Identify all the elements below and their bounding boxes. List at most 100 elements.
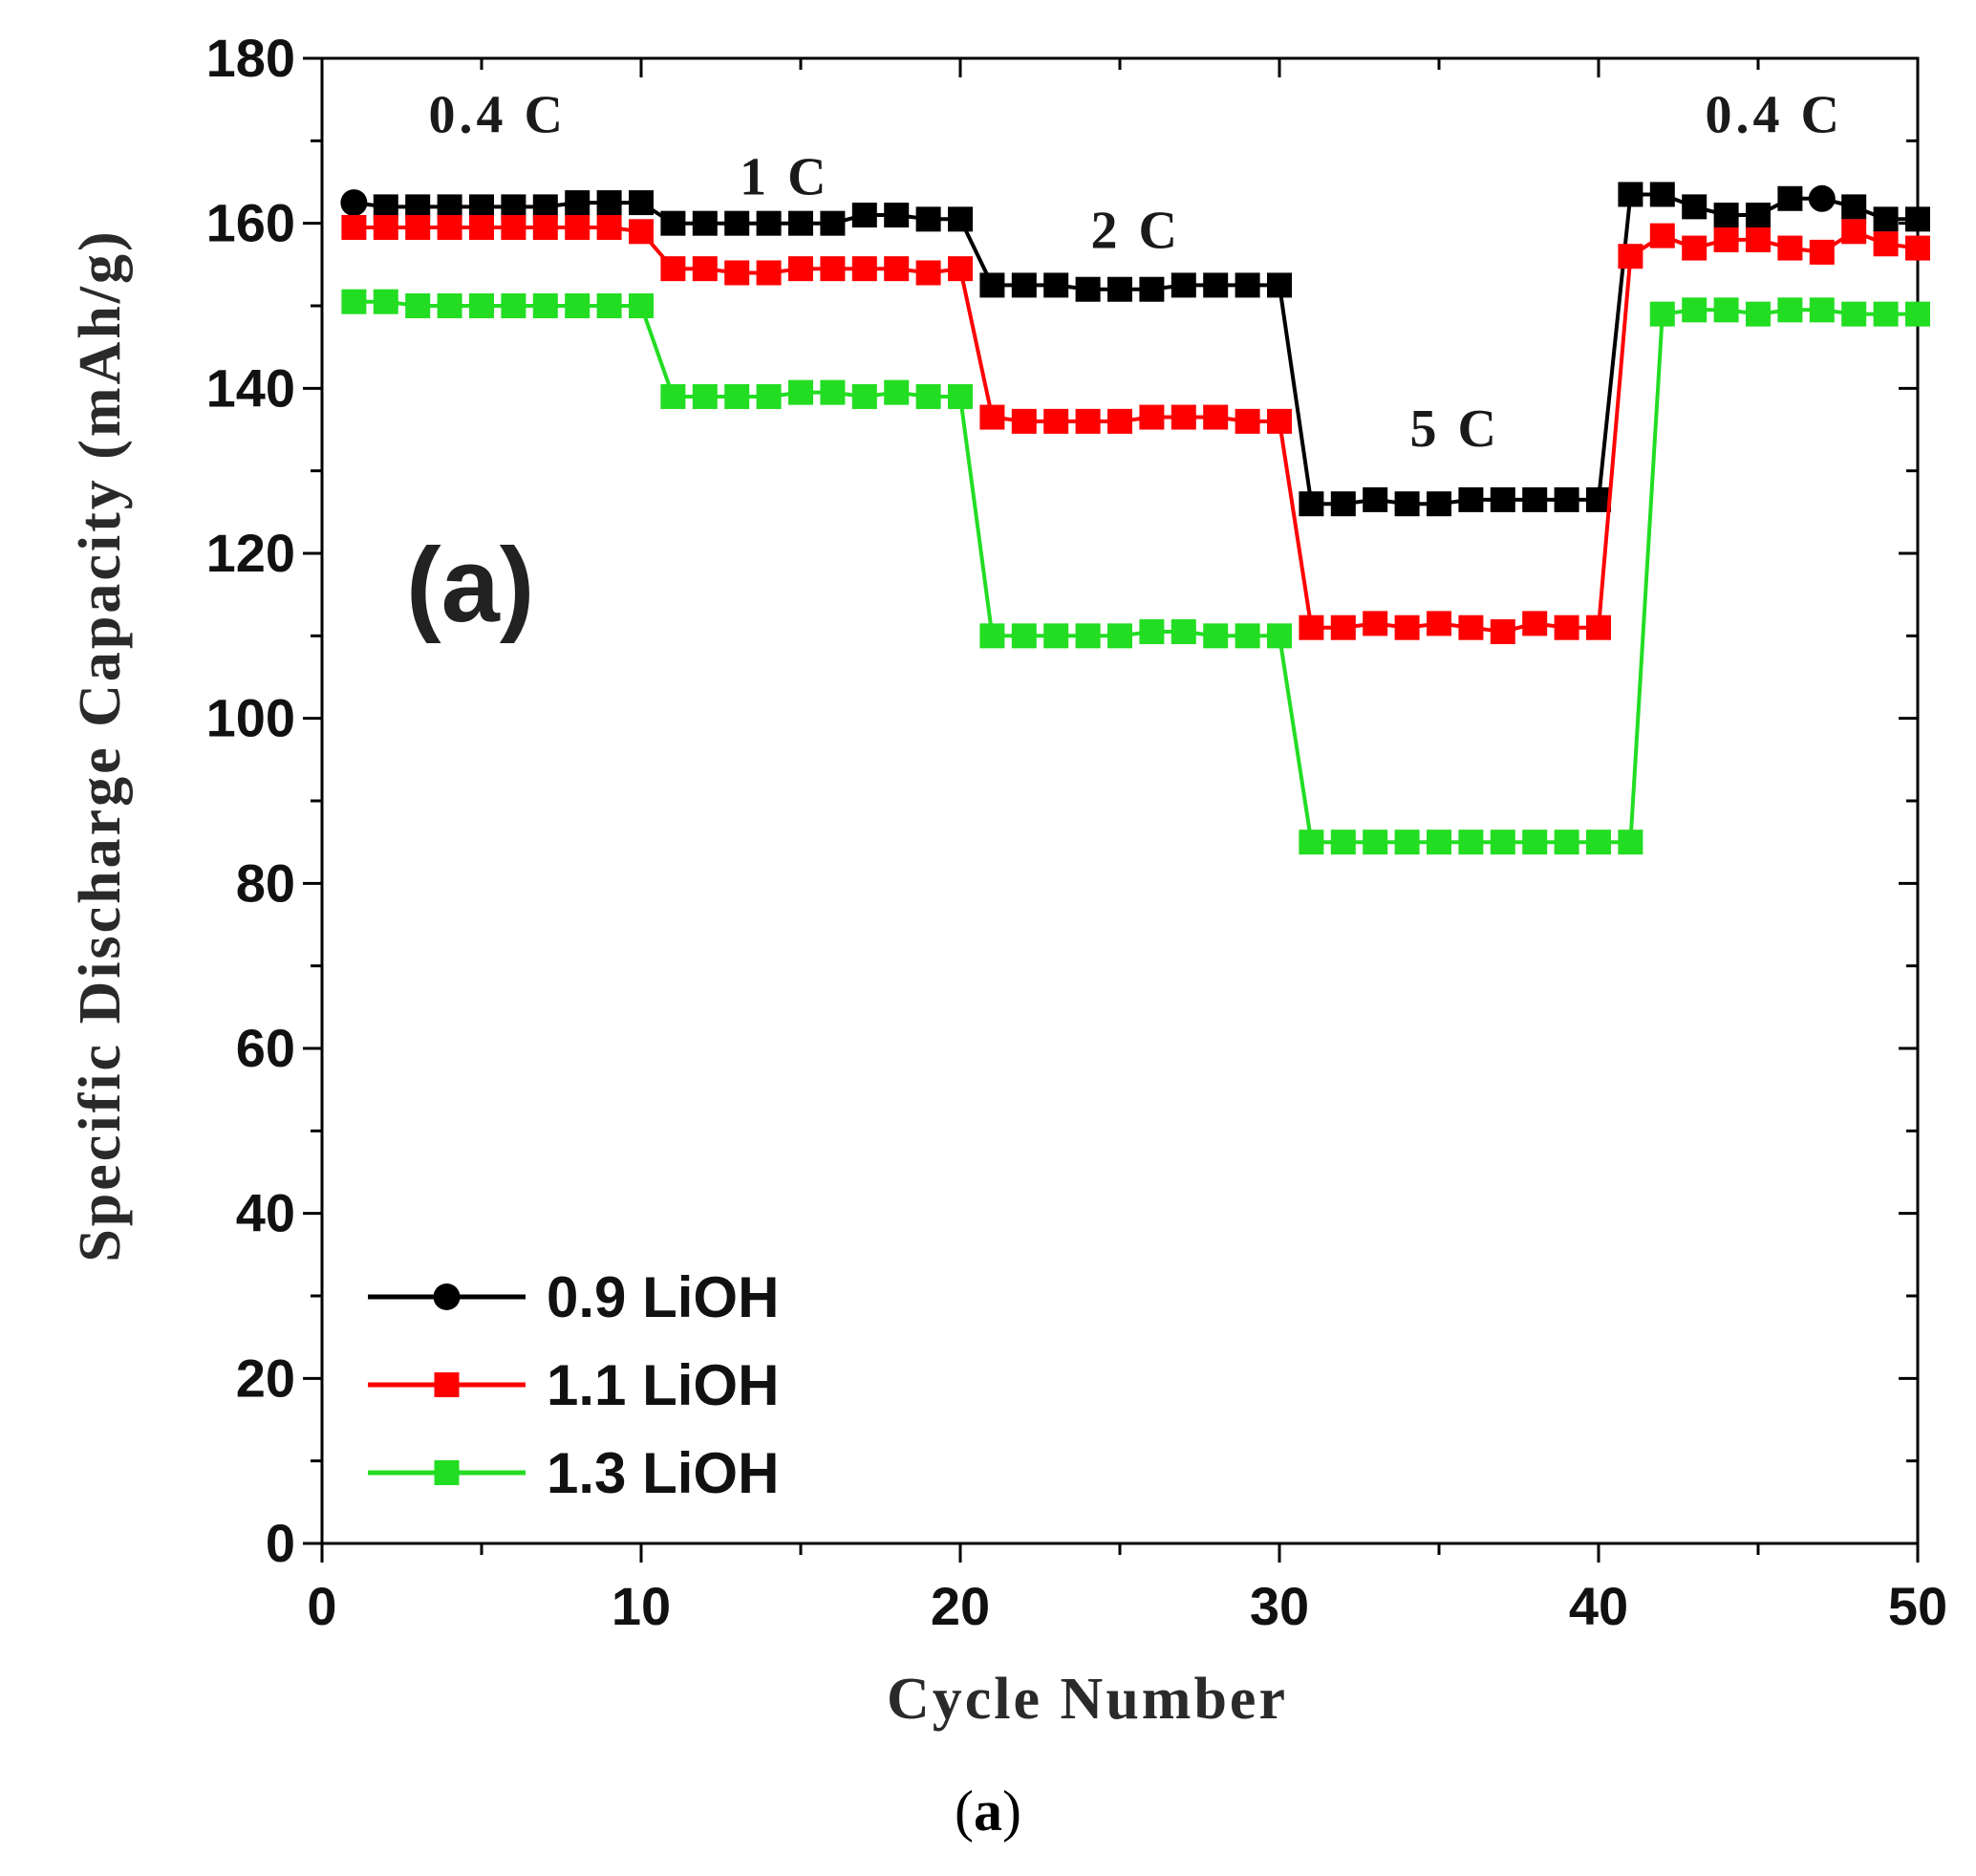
- data-point: [660, 210, 686, 236]
- data-point: [1043, 408, 1069, 434]
- data-point: [1267, 408, 1292, 434]
- data-point: [373, 214, 398, 240]
- legend-item: 0.9 LiOH: [368, 1265, 779, 1329]
- data-point: [1299, 830, 1324, 855]
- legend-label: 1.3 LiOH: [547, 1441, 779, 1505]
- y-tick-label: 140: [206, 357, 295, 418]
- data-point: [724, 383, 750, 409]
- data-point: [1618, 244, 1643, 270]
- data-point: [1107, 623, 1132, 649]
- data-point: [1394, 615, 1420, 640]
- x-tick-label: 0: [307, 1576, 336, 1636]
- data-point: [788, 379, 813, 405]
- data-point: [1458, 830, 1484, 855]
- x-tick-label: 20: [931, 1576, 990, 1636]
- data-point: [1841, 194, 1867, 220]
- data-point: [1777, 235, 1803, 261]
- data-point: [1522, 486, 1548, 512]
- data-point: [851, 256, 877, 282]
- data-point: [1682, 235, 1708, 261]
- data-point: [565, 293, 591, 318]
- data-point: [1873, 206, 1899, 232]
- data-point: [1394, 491, 1420, 517]
- data-point: [1330, 615, 1356, 640]
- legend-marker: [434, 1372, 460, 1397]
- data-point: [1235, 272, 1260, 298]
- data-point: [1203, 272, 1229, 298]
- data-point: [1618, 830, 1643, 855]
- data-point: [788, 210, 813, 236]
- data-point: [756, 210, 782, 236]
- data-point: [820, 379, 846, 405]
- y-axis-title: Specific Discharge Capacity (mAh/g): [68, 228, 133, 1261]
- y-tick-label: 100: [206, 688, 295, 748]
- data-point: [756, 260, 782, 286]
- data-point: [1075, 623, 1101, 649]
- data-point: [1458, 486, 1484, 512]
- data-point: [692, 210, 718, 236]
- rate-annotation: 5 C: [1409, 399, 1499, 459]
- data-point: [373, 289, 398, 314]
- legend-label: 0.9 LiOH: [547, 1265, 779, 1329]
- x-axis-title: Cycle Number: [887, 1667, 1288, 1732]
- data-point: [1905, 301, 1930, 327]
- data-point: [915, 206, 941, 232]
- legend-marker: [433, 1283, 461, 1310]
- data-point: [660, 256, 686, 282]
- y-tick-label: 80: [236, 852, 295, 913]
- data-point: [820, 256, 846, 282]
- data-point: [1171, 404, 1196, 430]
- y-tick-label: 20: [236, 1348, 295, 1408]
- data-point: [565, 190, 591, 216]
- series-1.1-lioh: [341, 214, 1930, 645]
- data-point: [1203, 404, 1229, 430]
- data-point: [1618, 182, 1643, 207]
- data-point: [1043, 623, 1069, 649]
- data-point: [341, 289, 367, 314]
- data-point: [979, 272, 1005, 298]
- data-point: [1490, 830, 1515, 855]
- rate-annotation: 2 C: [1090, 202, 1180, 261]
- data-point: [629, 190, 654, 216]
- rate-annotation: 0.4 C: [428, 86, 566, 145]
- data-point: [851, 383, 877, 409]
- data-point: [1363, 830, 1388, 855]
- data-point: [1330, 830, 1356, 855]
- x-tick-label: 10: [612, 1576, 671, 1636]
- data-point: [1427, 830, 1451, 855]
- data-point: [1011, 408, 1037, 434]
- data-point: [1746, 301, 1771, 327]
- data-point: [1011, 272, 1037, 298]
- data-point: [629, 219, 654, 245]
- data-point: [692, 256, 718, 282]
- y-tick-label: 0: [266, 1513, 295, 1573]
- data-point: [405, 293, 431, 318]
- data-point: [565, 214, 591, 240]
- legend-label: 1.1 LiOH: [547, 1353, 779, 1417]
- data-point: [1171, 272, 1196, 298]
- data-point: [1267, 272, 1292, 298]
- axes-layer: 0 10 20 30 40 50 0 20 40 60 80 100 120 140 160 180: [206, 28, 1948, 1636]
- data-point: [1554, 830, 1579, 855]
- data-point: [1458, 615, 1484, 640]
- data-point: [1235, 408, 1260, 434]
- data-point: [532, 214, 558, 240]
- data-point: [979, 404, 1005, 430]
- data-point: [1808, 184, 1836, 212]
- data-point: [1777, 297, 1803, 323]
- x-tick-label: 50: [1888, 1576, 1947, 1636]
- rate-annotation: 0.4 C: [1705, 86, 1842, 145]
- data-point: [1713, 226, 1739, 252]
- data-point: [1746, 226, 1771, 252]
- data-point: [851, 203, 877, 228]
- data-point: [1522, 830, 1548, 855]
- data-point: [915, 383, 941, 409]
- data-point: [1586, 830, 1611, 855]
- caption-letter: a: [974, 1779, 1002, 1843]
- y-tick-label: 60: [236, 1018, 295, 1078]
- data-point: [1586, 486, 1611, 512]
- legend: 0.9 LiOH 1.1 LiOH 1.3 LiOH: [368, 1265, 779, 1505]
- data-point: [1427, 611, 1451, 636]
- data-point: [469, 214, 494, 240]
